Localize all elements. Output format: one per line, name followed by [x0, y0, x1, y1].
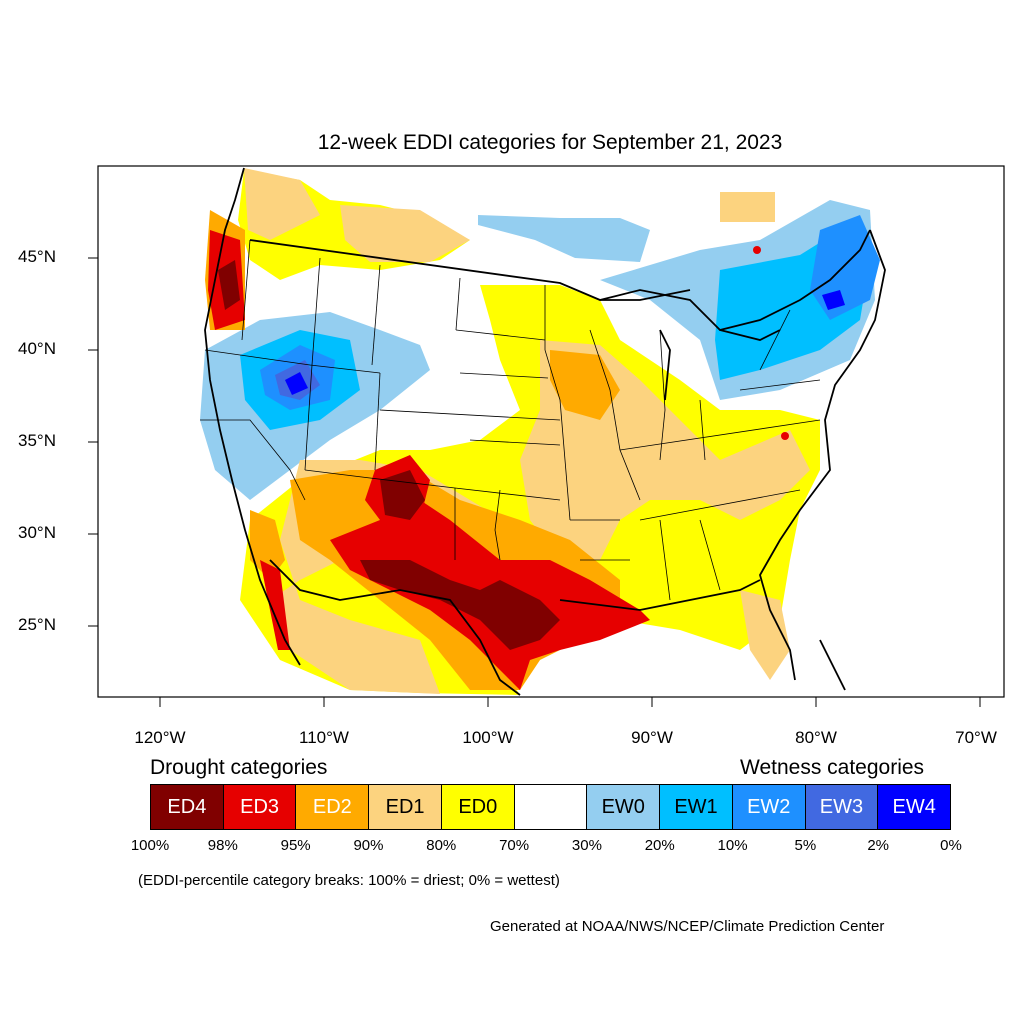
ed3-patch	[753, 246, 761, 254]
legend-box-ew2: EW2	[732, 785, 806, 829]
legend-box-ew0: EW0	[587, 785, 661, 829]
legend-box-ed2: ED2	[296, 785, 370, 829]
credit-line: Generated at NOAA/NWS/NCEP/Climate Predi…	[490, 918, 885, 935]
ed1-region	[244, 168, 320, 240]
percent-break-label: 80%	[426, 837, 457, 854]
state-boundaries	[200, 239, 821, 601]
percent-break-label: 2%	[867, 837, 890, 854]
ed1-region	[340, 205, 470, 262]
ed1-patch	[720, 192, 775, 222]
legend-box-ew3: EW3	[805, 785, 879, 829]
ed4-region	[218, 260, 240, 310]
legend-box-ew4: EW4	[878, 785, 951, 829]
percent-break-label: 95%	[280, 837, 311, 854]
category-fields	[200, 167, 900, 696]
ed3-region	[260, 560, 290, 650]
lon-label: 110°W	[299, 728, 349, 747]
lat-label: 40°N	[18, 339, 56, 358]
ed2-region	[250, 510, 285, 580]
lat-label: 35°N	[18, 431, 56, 450]
percent-break-label: 5%	[794, 837, 817, 854]
legend-box-ed4: ED4	[151, 785, 224, 829]
legend-box-ed3: ED3	[223, 785, 297, 829]
percent-break-label: 90%	[353, 837, 384, 854]
coastlines	[204, 167, 886, 696]
percent-break-label: 30%	[571, 837, 602, 854]
map-title: 12-week EDDI categories for September 21…	[317, 131, 783, 154]
lat-label: 45°N	[18, 247, 56, 266]
percent-break-label: 100%	[130, 837, 170, 854]
percent-break-label: 10%	[717, 837, 748, 854]
percent-break-label: 98%	[207, 837, 238, 854]
percent-break-label: 70%	[499, 837, 530, 854]
percent-break-label: 20%	[644, 837, 675, 854]
legend-box-ed0: ED0	[441, 785, 515, 829]
ed4-region	[360, 560, 560, 650]
lon-label: 90°W	[631, 728, 673, 747]
percent-break-label: 0%	[940, 837, 962, 854]
wetness-heading: Wetness categories	[740, 756, 925, 779]
category-note: (EDDI-percentile category breaks: 100% =…	[138, 872, 560, 889]
ew4-region	[285, 372, 308, 395]
ed3-patch	[781, 432, 789, 440]
ed1-region	[740, 590, 790, 680]
legend-box-ew1: EW1	[660, 785, 733, 829]
lon-label: 70°W	[955, 728, 997, 747]
ew4-region	[822, 290, 845, 310]
lon-label: 100°W	[462, 728, 514, 747]
lon-label: 80°W	[795, 728, 837, 747]
map-frame	[97, 165, 1005, 698]
legend-box-ed1: ED1	[369, 785, 442, 829]
legend-box-normal	[514, 785, 588, 829]
ew0-region	[478, 215, 650, 262]
lat-label: 25°N	[18, 615, 56, 634]
tick-marks	[88, 257, 981, 707]
drought-heading: Drought categories	[150, 756, 328, 779]
lon-label: 120°W	[134, 728, 186, 747]
lat-label: 30°N	[18, 523, 56, 542]
legend-color-bar: ED4 ED3 ED2 ED1 ED0 EW0 EW1 EW2 EW3 EW4	[150, 784, 951, 830]
ed4-region	[380, 470, 425, 520]
